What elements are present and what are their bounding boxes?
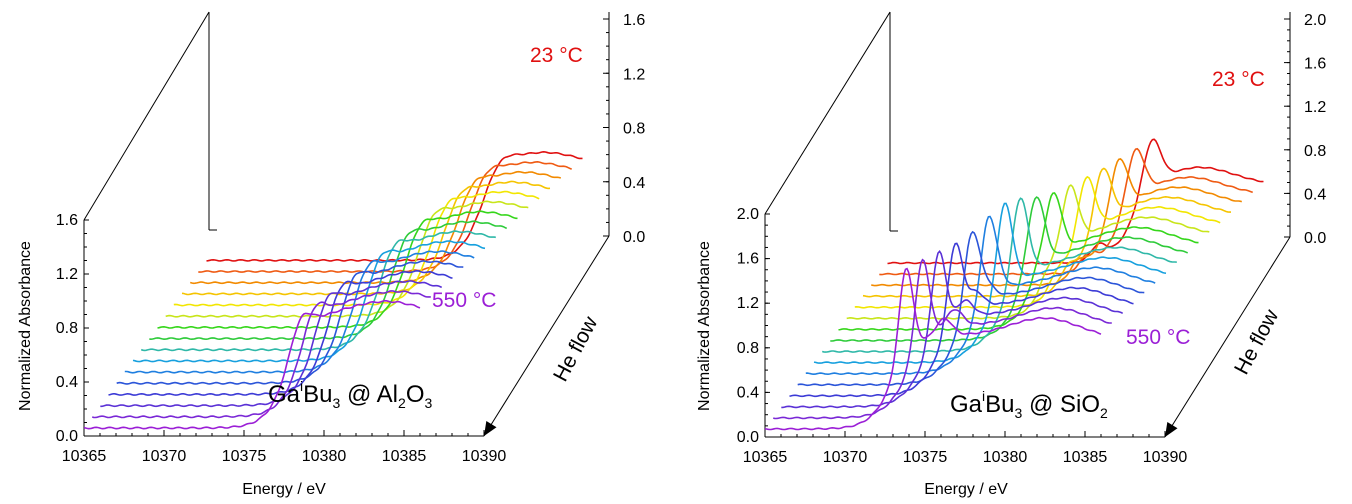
temp-top-label: 23 °C: [530, 44, 583, 67]
sample-label: GaiBu3 @ SiO2: [950, 388, 1108, 421]
series-line: [132, 240, 486, 363]
sample-sub2: 2: [398, 395, 406, 411]
sample-pre: Ga: [950, 391, 983, 418]
y-axis-label: Normalized Absorbance: [696, 241, 713, 411]
temp-bottom-label: 550 °C: [432, 289, 496, 312]
back-y-tick-label: 1.6: [1304, 56, 1326, 73]
sample-mid: Bu: [303, 381, 332, 408]
series-group: [83, 150, 583, 430]
series-line: [108, 269, 453, 396]
x-axis-label: Energy / eV: [242, 481, 326, 498]
x-tick-label: 10385: [382, 448, 427, 465]
back-y-tick-label: 0.4: [1304, 186, 1326, 203]
panel-left: 0.0 0.4 0.8 1.2 1.6 10365 10370 10375 10380 10385…: [17, 11, 646, 498]
y-tick-label: 2.0: [737, 206, 759, 223]
y-axis-label: Normalized Absorbance: [17, 241, 34, 411]
y-tick-label: 1.6: [56, 212, 78, 229]
depth-edge-top: [764, 11, 891, 215]
sample-sup: i: [982, 388, 985, 404]
back-y-tick-label: 0.8: [623, 121, 645, 138]
series-line: [124, 250, 475, 374]
depth-edge-top: [83, 11, 210, 221]
series-line: [116, 260, 464, 385]
series-line: [773, 258, 1112, 420]
x-tick-label: 10375: [222, 448, 267, 465]
series-line: [781, 249, 1124, 409]
x-tick-label: 10365: [62, 448, 107, 465]
temp-top-label: 23 °C: [1212, 68, 1265, 91]
sample-sub2: 2: [1100, 405, 1108, 421]
depth-axis-label: He flow: [1230, 305, 1284, 378]
x-tick-label: 10385: [1063, 449, 1108, 466]
series-line: [797, 230, 1145, 387]
series-line: [149, 220, 508, 341]
sample-post: @ Al: [340, 381, 398, 408]
depth-arrow-icon: [484, 420, 497, 436]
back-y-tick-label: 0.4: [623, 175, 645, 192]
x-tick-label: 10370: [823, 449, 868, 466]
y-tick-label: 0.0: [56, 428, 78, 445]
sample-post: @ SiO: [1022, 391, 1100, 418]
y-tick-label: 0.4: [737, 384, 759, 401]
series-line: [805, 215, 1156, 376]
x-tick-label: 10375: [903, 449, 948, 466]
temp-bottom-label: 550 °C: [1126, 326, 1190, 349]
series-line: [846, 184, 1210, 320]
back-y-tick-label: 1.2: [1304, 99, 1326, 116]
series-line: [83, 299, 421, 430]
sample-sub3: 3: [424, 395, 432, 411]
series-group: [764, 138, 1264, 431]
series-line: [830, 196, 1189, 342]
x-tick-label: 10370: [142, 448, 187, 465]
series-line: [91, 290, 431, 419]
y-tick-label: 1.6: [737, 251, 759, 268]
x-tick-label: 10390: [1143, 449, 1188, 466]
tick-labels: 0.0 0.4 0.8 1.2 1.6 10365 10370 10375 10380 10385…: [56, 12, 646, 465]
series-line: [838, 192, 1199, 331]
sample-sub: 3: [1015, 405, 1023, 421]
back-y-tick-label: 1.2: [623, 66, 645, 83]
y-tick-label: 0.4: [56, 374, 78, 391]
depth-axis: [483, 235, 610, 437]
y-tick-label: 0.0: [737, 429, 759, 446]
back-y-tick-label: 0.0: [1304, 230, 1326, 247]
series-line: [764, 267, 1102, 431]
series-line: [813, 202, 1167, 364]
y-tick-label: 0.8: [737, 340, 759, 357]
back-y-tick-label: 1.6: [623, 12, 645, 29]
series-line: [887, 138, 1264, 265]
back-y-tick-label: 0.8: [1304, 143, 1326, 160]
x-axis-label: Energy / eV: [924, 481, 1008, 498]
series-line: [100, 280, 443, 408]
series-line: [165, 200, 529, 318]
y-tick-label: 1.2: [737, 295, 759, 312]
sample-pre: Ga: [268, 381, 301, 408]
back-y-tick-label: 0.0: [623, 229, 645, 246]
depth-axis: [1164, 236, 1291, 438]
depth-arrow-icon: [1165, 421, 1178, 437]
series-line: [198, 160, 572, 273]
sample-mid: Bu: [985, 391, 1014, 418]
x-tick-label: 10380: [302, 448, 347, 465]
depth-axis-label: He flow: [549, 312, 603, 385]
back-y-tick-label: 2.0: [1304, 12, 1326, 29]
series-line: [140, 230, 496, 352]
x-tick-label: 10380: [983, 449, 1028, 466]
series-line: [789, 242, 1134, 398]
x-tick-label: 10390: [462, 448, 507, 465]
series-line: [206, 150, 583, 262]
axes-frame: [83, 11, 610, 437]
y-tick-label: 1.2: [56, 266, 78, 283]
y-tick-label: 0.8: [56, 320, 78, 337]
x-tick-label: 10365: [743, 449, 788, 466]
sample-sub: 3: [333, 395, 341, 411]
sample-label: GaiBu3 @ Al2O3: [268, 378, 432, 411]
series-line: [189, 170, 562, 285]
sample-sup: i: [300, 378, 303, 394]
sample-post2: O: [406, 381, 425, 408]
tick-labels: 0.0 0.4 0.8 1.2 1.6 2.0 10365 10370 10375 10380 10…: [737, 12, 1327, 466]
panel-right: 0.0 0.4 0.8 1.2 1.6 2.0 10365 10370 10375 10380 10…: [696, 11, 1327, 498]
